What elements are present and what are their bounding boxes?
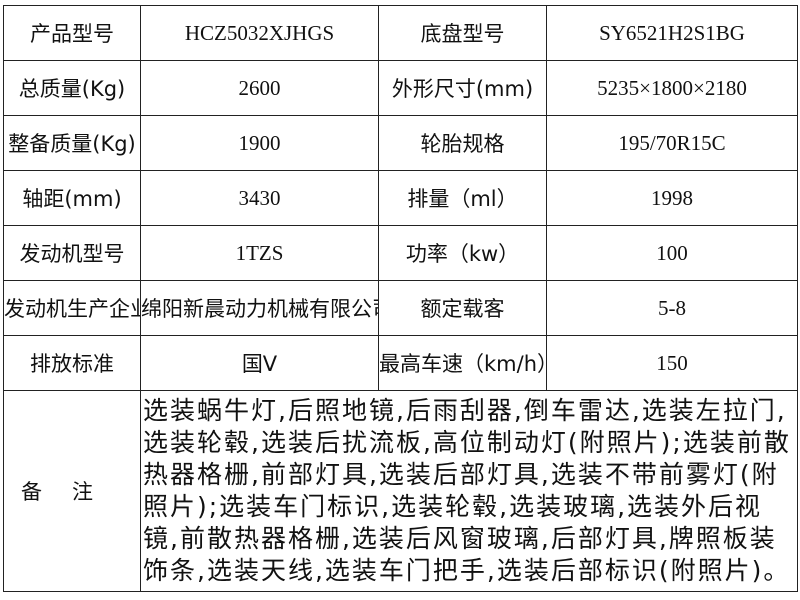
spec-label: 产品型号 <box>3 5 141 61</box>
spec-row: 整备质量(Kg) 1900 轮胎规格 195/70R15C <box>3 115 798 171</box>
spec-row: 总质量(Kg) 2600 外形尺寸(mm) 5235×1800×2180 <box>3 60 798 116</box>
spec-value: 195/70R15C <box>546 115 798 171</box>
spec-value: 1900 <box>140 115 379 171</box>
spec-label: 轮胎规格 <box>378 115 547 171</box>
spec-value: 1TZS <box>140 225 379 281</box>
spec-label: 排量（ml） <box>378 170 547 226</box>
spec-value: 国Ⅴ <box>140 335 379 391</box>
spec-label: 额定载客 <box>378 280 547 336</box>
spec-value: 100 <box>546 225 798 281</box>
spec-value: SY6521H2S1BG <box>546 5 798 61</box>
spec-row: 产品型号 HCZ5032XJHGS 底盘型号 SY6521H2S1BG <box>3 5 798 61</box>
spec-value: 150 <box>546 335 798 391</box>
spec-label: 发动机生产企业 <box>3 280 141 336</box>
spec-value: 3430 <box>140 170 379 226</box>
spec-label: 外形尺寸(mm) <box>378 60 547 116</box>
spec-label: 最高车速（km/h） <box>378 335 547 391</box>
spec-label: 整备质量(Kg) <box>3 115 141 171</box>
spec-row: 发动机生产企业 绵阳新晨动力机械有限公司 额定载客 5-8 <box>3 280 798 336</box>
spec-value: HCZ5032XJHGS <box>140 5 379 61</box>
vehicle-spec-table: 产品型号 HCZ5032XJHGS 底盘型号 SY6521H2S1BG 总质量(Kg) 2… <box>3 5 798 592</box>
spec-value: 5-8 <box>546 280 798 336</box>
spec-row: 轴距(mm) 3430 排量（ml） 1998 <box>3 170 798 226</box>
spec-label: 排放标准 <box>3 335 141 391</box>
spec-row: 发动机型号 1TZS 功率（kw） 100 <box>3 225 798 281</box>
spec-label: 轴距(mm) <box>3 170 141 226</box>
spec-label: 功率（kw） <box>378 225 547 281</box>
spec-value: 2600 <box>140 60 379 116</box>
spec-row: 排放标准 国Ⅴ 最高车速（km/h） 150 <box>3 335 798 391</box>
spec-label: 发动机型号 <box>3 225 141 281</box>
spec-value: 5235×1800×2180 <box>546 60 798 116</box>
spec-value: 绵阳新晨动力机械有限公司 <box>140 280 379 336</box>
remarks-row: 备注 选装蜗牛灯,后照地镜,后雨刮器,倒车雷达,选装左拉门,选装轮毂,选装后扰流… <box>3 390 798 592</box>
remarks-label: 备注 <box>3 390 141 592</box>
spec-value: 1998 <box>546 170 798 226</box>
remarks-text: 选装蜗牛灯,后照地镜,后雨刮器,倒车雷达,选装左拉门,选装轮毂,选装后扰流板,高… <box>140 390 798 592</box>
spec-label: 总质量(Kg) <box>3 60 141 116</box>
spec-label: 底盘型号 <box>378 5 547 61</box>
